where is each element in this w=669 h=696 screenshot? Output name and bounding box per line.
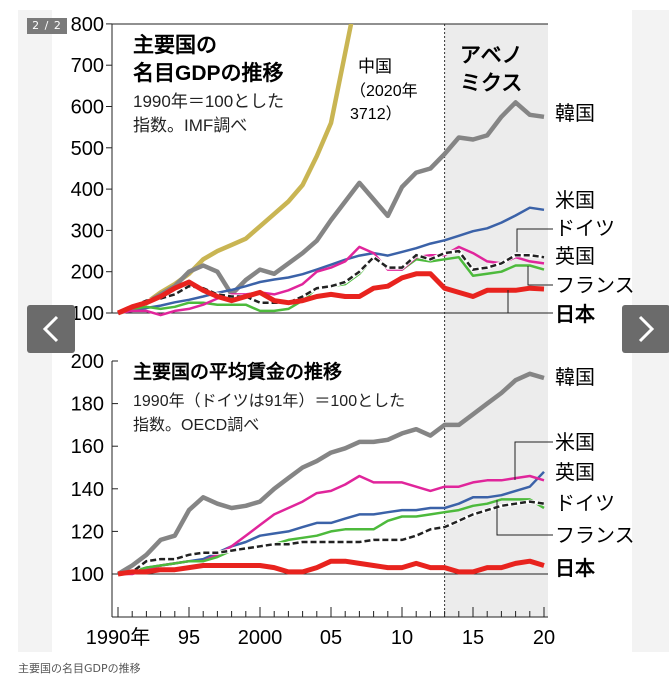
abenomics-label-line1: アベノ [460,44,523,67]
gdp-y-tick-label: 100 [71,303,104,325]
gdp-subtitle-line2: 指数。IMF調べ [133,116,247,135]
prev-slide-button[interactable] [27,305,75,353]
x-tick-label: 1990年 [86,626,151,649]
series-line-korea [116,371,545,576]
wage-subtitle-line1: 1990年（ドイツは91年）＝100とした [133,392,405,410]
gdp-lines [116,24,545,317]
china-annotation-line2: （2020年 [350,82,418,100]
label-us-wage: 米国 [555,431,595,454]
abenomics-label-line2: ミクス [460,72,522,95]
gdp-y-tick-label: 300 [71,220,104,242]
label-germany-wage: ドイツ [555,493,615,515]
series-line-germany [117,249,545,315]
wage-y-tick-label: 200 [71,351,104,373]
axes: 100 200 300 400 500 600 700 800 100 120 140 160 180 2… [71,14,556,649]
wage-y-tick-label: 140 [71,479,104,501]
label-germany-gdp: ドイツ [555,218,615,240]
wage-y-tick-label: 120 [71,521,104,543]
label-leaders [496,228,553,536]
series-line-korea [117,100,545,316]
gdp-y-tick-label: 700 [71,55,104,77]
image-caption: 主要国の名目GDPの推移 [18,662,141,675]
label-korea-gdp: 韓国 [555,102,595,125]
x-tick-label: 20 [533,627,555,649]
chevron-right-icon [638,315,655,343]
label-france-wage: フランス [555,525,635,547]
label-uk-gdp: 英国 [555,245,595,268]
label-us-gdp: 米国 [555,189,595,212]
chevron-left-icon [42,315,59,343]
gdp-y-tick-label: 200 [71,262,104,284]
gdp-y-tick-label: 400 [71,179,104,201]
x-tick-label: 05 [320,627,342,649]
series-line-japan [117,558,545,577]
series-line-japan [116,271,545,316]
gdp-y-tick-label: 800 [71,14,104,36]
slide-counter: 2 / 2 [27,18,67,34]
wage-y-tick-label: 160 [71,436,104,458]
wage-y-tick-label: 180 [71,394,104,416]
x-tick-label: 2000 [238,627,283,649]
wage-title: 主要国の平均賃金の推移 [133,360,342,383]
next-slide-button[interactable] [622,305,669,353]
series-line-france [117,498,545,576]
label-korea-wage: 韓国 [555,366,595,389]
label-uk-wage: 英国 [555,461,595,484]
wage-lines [116,371,545,577]
x-tick-label: 15 [462,627,484,649]
x-tick-label: 10 [391,627,413,649]
series-line-uk [117,245,545,317]
china-annotation-line1: 中国 [358,57,392,76]
label-japan-gdp: 日本 [555,303,595,326]
china-annotation-line3: 3712） [350,105,402,123]
wage-y-tick-label: 100 [71,564,104,586]
label-france-gdp: フランス [555,275,635,297]
gdp-y-tick-label: 500 [71,138,104,160]
label-japan-wage: 日本 [555,557,595,580]
wage-subtitle-line2: 指数。OECD調べ [133,416,259,434]
series-line-germany [117,500,545,576]
gdp-title-line1: 主要国の [133,34,217,57]
gdp-y-tick-label: 600 [71,97,104,119]
gdp-subtitle-line1: 1990年＝100とした [133,92,284,111]
series-line-us [117,206,545,315]
gdp-title-line2: 名目GDPの推移 [133,61,284,85]
x-tick-label: 95 [178,627,200,649]
